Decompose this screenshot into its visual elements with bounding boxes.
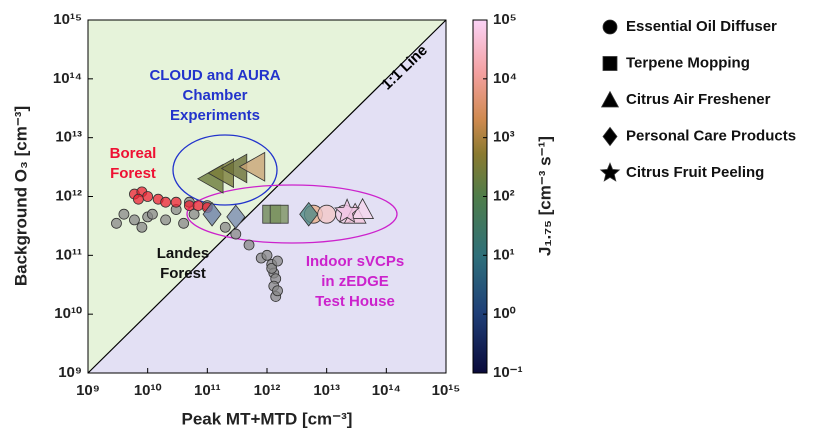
colorbar-tick-label: 10⁻¹ bbox=[493, 364, 523, 381]
point bbox=[600, 90, 620, 108]
x-axis-title: Peak MT+MTD [cm⁻³] bbox=[182, 409, 353, 428]
x-tick-label: 10⁹ bbox=[76, 382, 100, 399]
annotation-ellipse bbox=[186, 184, 398, 244]
point bbox=[602, 19, 618, 35]
y-axis-title: Background O₃ [cm⁻³] bbox=[11, 106, 30, 286]
point bbox=[261, 249, 273, 261]
point bbox=[133, 193, 144, 205]
y-tick-label: 10¹³ bbox=[55, 129, 82, 146]
annotation: Boreal bbox=[110, 145, 157, 162]
annotation: Indoor sVCPs bbox=[306, 253, 404, 270]
x-tick-label: 10¹⁰ bbox=[134, 382, 162, 399]
point bbox=[160, 214, 172, 226]
point bbox=[272, 255, 283, 267]
annotation: CLOUD and AURA bbox=[149, 67, 280, 84]
point bbox=[202, 201, 222, 227]
colorbar-tick-label: 10⁰ bbox=[493, 305, 516, 322]
y-tick-label: 10¹⁰ bbox=[54, 305, 82, 322]
legend-item: Terpene Mopping bbox=[602, 54, 750, 71]
y-tick-label: 10¹¹ bbox=[55, 246, 82, 263]
legend-item: Essential Oil Diffuser bbox=[602, 18, 777, 35]
point bbox=[219, 221, 231, 233]
point bbox=[334, 198, 361, 223]
point bbox=[243, 239, 255, 251]
legend-item: Citrus Air Freshener bbox=[600, 90, 771, 108]
point bbox=[170, 196, 182, 208]
y-tick-label: 10¹⁴ bbox=[53, 70, 82, 87]
point bbox=[266, 262, 278, 274]
annotation: Chamber bbox=[182, 87, 247, 104]
x-tick-label: 10¹⁴ bbox=[372, 382, 401, 399]
point bbox=[602, 126, 618, 147]
point bbox=[129, 214, 140, 226]
legend-label: Citrus Fruit Peeling bbox=[626, 164, 764, 181]
point bbox=[230, 228, 242, 240]
y-tick-label: 10⁹ bbox=[58, 364, 82, 381]
colorbar-tick-label: 10³ bbox=[493, 129, 515, 146]
legend-item: Citrus Fruit Peeling bbox=[599, 162, 764, 182]
point bbox=[118, 208, 130, 220]
x-tick-label: 10¹³ bbox=[313, 382, 340, 399]
legend-label: Personal Care Products bbox=[626, 127, 796, 144]
point bbox=[192, 200, 204, 212]
annotation: Forest bbox=[160, 265, 206, 282]
legend-label: Citrus Air Freshener bbox=[626, 91, 771, 108]
point bbox=[272, 285, 283, 297]
point bbox=[238, 151, 266, 182]
point bbox=[178, 217, 189, 229]
annotation: Test House bbox=[315, 293, 395, 310]
point bbox=[160, 196, 172, 208]
annotation-ellipse bbox=[172, 134, 278, 206]
x-tick-label: 10¹¹ bbox=[194, 382, 221, 399]
annotation: Experiments bbox=[170, 107, 260, 124]
annotation: Landes bbox=[157, 245, 210, 262]
colorbar-tick-label: 10⁵ bbox=[493, 11, 517, 28]
colorbar-tick-label: 10² bbox=[493, 187, 515, 204]
annotation: in zEDGE bbox=[321, 273, 389, 290]
x-tick-label: 10¹² bbox=[254, 382, 281, 399]
colorbar-tick-label: 10¹ bbox=[493, 246, 515, 263]
point bbox=[226, 204, 246, 230]
legend-item: Personal Care Products bbox=[602, 126, 796, 147]
point bbox=[599, 162, 621, 182]
x-tick-label: 10¹⁵ bbox=[432, 382, 461, 399]
one-to-one-line bbox=[87, 19, 447, 374]
point bbox=[142, 191, 154, 202]
legend-label: Essential Oil Diffuser bbox=[626, 18, 777, 35]
y-tick-label: 10¹⁵ bbox=[53, 11, 82, 28]
colorbar-title: J₁.₇₅ [cm⁻³ s⁻¹] bbox=[535, 136, 554, 256]
point bbox=[299, 201, 319, 227]
point bbox=[146, 208, 158, 220]
legend-label: Terpene Mopping bbox=[626, 54, 750, 71]
point bbox=[602, 56, 618, 71]
point bbox=[269, 204, 289, 224]
colorbar-tick-label: 10⁴ bbox=[493, 70, 517, 87]
y-tick-label: 10¹² bbox=[55, 187, 82, 204]
point bbox=[136, 221, 148, 233]
annotation: Forest bbox=[110, 165, 156, 182]
point bbox=[317, 204, 337, 224]
point bbox=[111, 217, 122, 229]
